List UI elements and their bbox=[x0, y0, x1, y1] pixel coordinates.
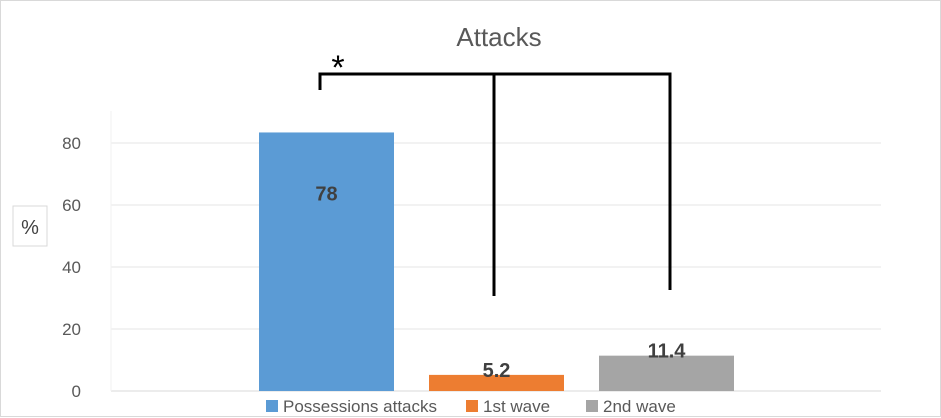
y-axis-label-border bbox=[12, 205, 48, 247]
significance-bracket: * bbox=[318, 49, 672, 296]
y-tick-label: 40 bbox=[62, 258, 81, 277]
legend-label: 1st wave bbox=[483, 397, 550, 416]
gridlines bbox=[111, 142, 881, 392]
y-axis-label: % bbox=[21, 217, 39, 239]
data-label: 5.2 bbox=[483, 360, 511, 382]
bar bbox=[259, 132, 394, 391]
y-axis-ticks: 0 20 40 60 80 bbox=[62, 134, 81, 401]
legend-swatch bbox=[586, 400, 598, 412]
bar bbox=[599, 355, 734, 391]
legend-swatch bbox=[266, 400, 278, 412]
y-axis-label-box: % bbox=[12, 205, 48, 247]
y-tick-label: 60 bbox=[62, 196, 81, 215]
y-tick-label: 0 bbox=[72, 382, 81, 401]
y-tick-label: 80 bbox=[62, 134, 81, 153]
significance-asterisk: * bbox=[331, 49, 344, 87]
y-tick-label: 20 bbox=[62, 320, 81, 339]
data-label: 11.4 bbox=[648, 341, 687, 363]
legend-label: Possessions attacks bbox=[283, 397, 437, 416]
legend: Possessions attacks 1st wave 2nd wave bbox=[266, 397, 676, 416]
bar bbox=[429, 374, 564, 391]
legend-swatch bbox=[466, 400, 478, 412]
data-labels: 78 5.2 11.4 bbox=[315, 183, 686, 381]
chart-title: Attacks bbox=[456, 22, 541, 52]
data-label: 78 bbox=[315, 183, 337, 205]
bars bbox=[259, 132, 734, 391]
legend-label: 2nd wave bbox=[603, 397, 676, 416]
